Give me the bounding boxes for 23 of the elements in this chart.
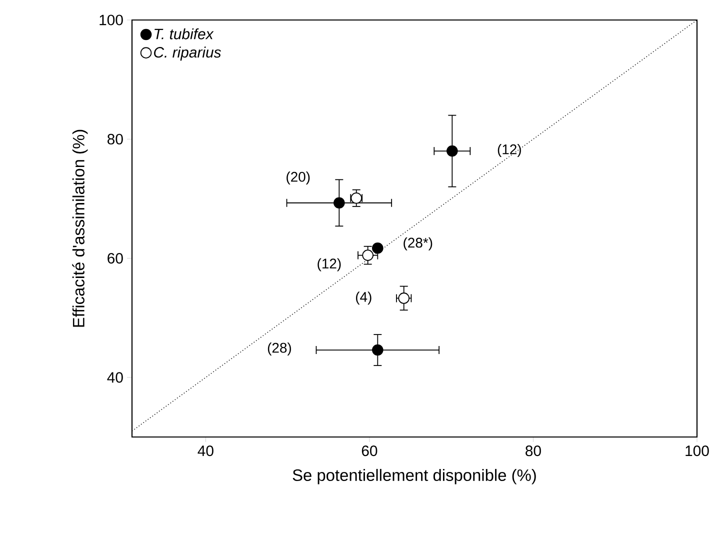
legend-label: T. tubifex xyxy=(154,28,214,40)
annotation: (4) xyxy=(356,292,372,305)
y-tick-label: 80 xyxy=(108,134,123,144)
y-tick-label: 100 xyxy=(100,14,123,26)
point xyxy=(334,197,345,209)
y-axis-title: Efficacité d'assimilation (%) xyxy=(72,130,88,327)
annotation: (12) xyxy=(318,258,341,272)
annotation: (28*) xyxy=(404,237,432,250)
x-tick-label: 100 xyxy=(686,446,709,456)
annotation: (28) xyxy=(268,342,291,356)
y-tick-label: 60 xyxy=(108,252,123,264)
point xyxy=(362,250,374,261)
annotation: (20) xyxy=(286,172,310,185)
annotation: (12) xyxy=(498,144,521,158)
point xyxy=(446,145,458,157)
x-axis-title: Se potentiellement disponible (%) xyxy=(292,468,536,484)
legend-label: C. riparius xyxy=(154,46,221,61)
y-tick-label: 40 xyxy=(107,372,123,383)
x-tick-label: 80 xyxy=(526,446,541,456)
x-tick-label: 40 xyxy=(198,446,214,456)
point xyxy=(372,242,384,254)
x-tick-label: 60 xyxy=(362,446,378,456)
point xyxy=(372,344,384,356)
